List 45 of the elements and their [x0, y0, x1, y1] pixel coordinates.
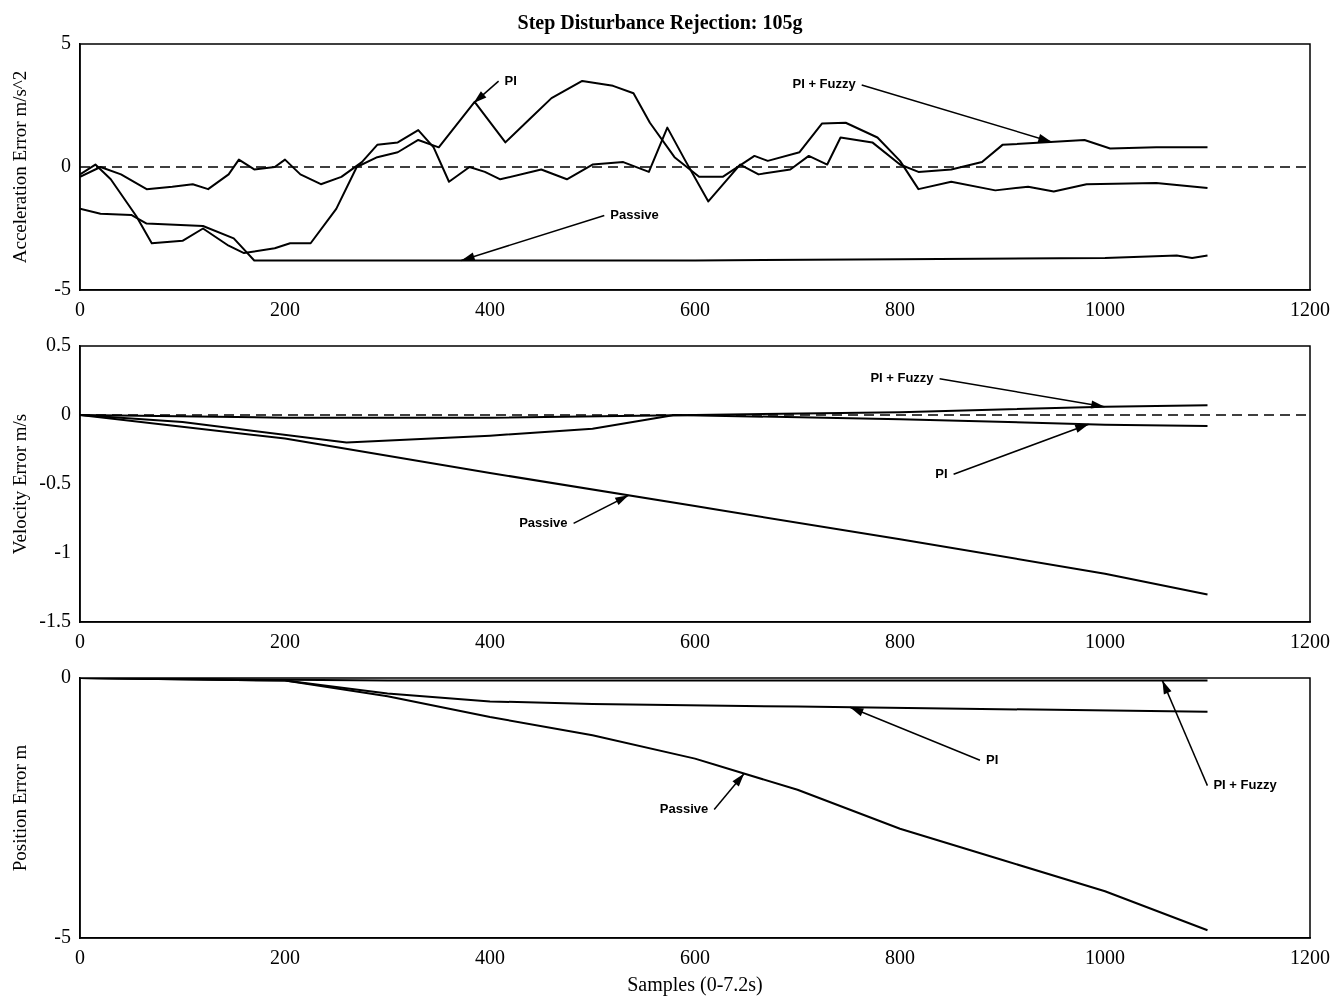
x-tick-label: 0 [75, 630, 85, 653]
x-tick-label: 200 [270, 946, 300, 969]
y-tick-label: 0 [61, 402, 71, 425]
y-axis-title: Position Error m [9, 744, 31, 872]
y-axis-title: Velocity Error m/s [9, 413, 31, 555]
text: PI + Fuzzy [1213, 777, 1278, 793]
x-tick-label: 800 [885, 298, 915, 321]
x-tick-label: 400 [475, 946, 505, 969]
y-tick-label: 0 [61, 665, 71, 688]
text: Passive [610, 207, 659, 223]
x-tick-label: 1200 [1290, 298, 1330, 321]
x-tick-label: 0 [75, 946, 85, 969]
chart-title: Step Disturbance Rejection: 105g [517, 11, 803, 35]
x-tick-label: 400 [475, 298, 505, 321]
x-tick-label: 600 [680, 630, 710, 653]
y-tick-label: -5 [54, 925, 71, 948]
text: PI + Fuzzy [792, 76, 857, 92]
y-tick-label: 0.5 [46, 333, 71, 356]
x-tick-label: 200 [270, 630, 300, 653]
y-tick-label: -0.5 [39, 471, 71, 494]
y-tick-label: -1 [54, 540, 71, 563]
y-axis-title: Acceleration Error m/s^2 [9, 70, 31, 264]
x-tick-label: 1000 [1085, 298, 1125, 321]
x-tick-label: 1000 [1085, 946, 1125, 969]
text: Passive [659, 801, 709, 817]
x-tick-label: 1200 [1290, 946, 1330, 969]
x-tick-label: 1000 [1085, 630, 1125, 653]
y-tick-label: -5 [54, 277, 71, 300]
x-tick-label: 400 [475, 630, 505, 653]
x-tick-label: 0 [75, 298, 85, 321]
y-tick-label: -1.5 [39, 609, 71, 632]
text: PI + Fuzzy [870, 370, 935, 386]
text: Passive [519, 514, 568, 530]
x-tick-label: 800 [885, 946, 915, 969]
text: PI [935, 465, 948, 481]
x-axis-title: Samples (0-7.2s) [627, 973, 763, 997]
x-tick-label: 800 [885, 630, 915, 653]
x-tick-label: 1200 [1290, 630, 1330, 653]
y-tick-label: 5 [61, 31, 71, 54]
x-tick-label: 200 [270, 298, 300, 321]
y-tick-label: 0 [61, 154, 71, 177]
x-tick-label: 600 [680, 298, 710, 321]
text: PI [985, 751, 999, 767]
text: PI [504, 72, 517, 88]
x-tick-label: 600 [680, 946, 710, 969]
